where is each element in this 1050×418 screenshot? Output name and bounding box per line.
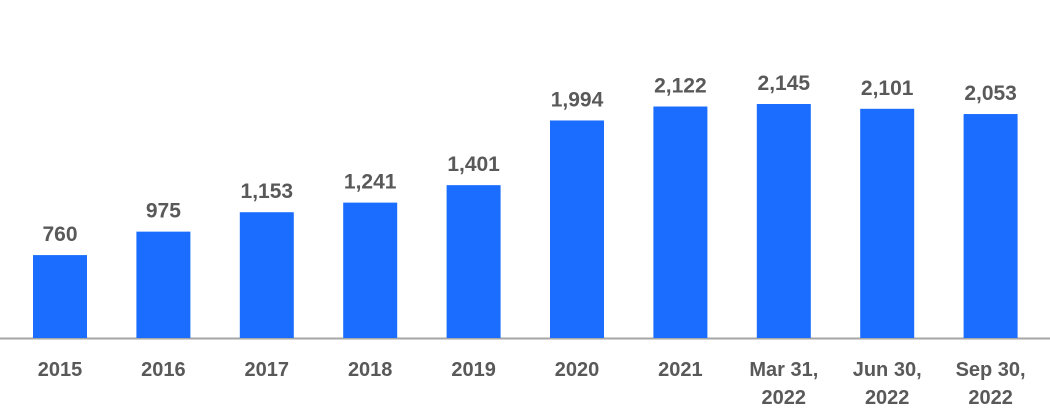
- bar: [239, 212, 294, 338]
- bar: [550, 120, 604, 339]
- x-tick-label: 2019: [451, 359, 496, 381]
- bar: [136, 231, 191, 338]
- bar: [963, 114, 1018, 338]
- data-label: 2,122: [654, 75, 707, 98]
- bar: [860, 108, 915, 338]
- data-label: 1,994: [551, 88, 604, 111]
- data-label: 975: [146, 200, 181, 223]
- x-tick-label: 2018: [347, 359, 393, 381]
- data-label: 2,053: [964, 82, 1017, 105]
- x-tick-label: 2017: [244, 359, 290, 381]
- x-tick-label: 2016: [141, 359, 186, 381]
- data-label: 1,241: [344, 171, 397, 194]
- x-tick-label: 2021: [658, 359, 703, 381]
- data-label: 1,401: [447, 153, 500, 176]
- data-label: 1,153: [241, 180, 294, 203]
- bar: [653, 106, 708, 338]
- x-tick-label: Mar 31, 2022: [749, 359, 819, 409]
- bar: [33, 255, 87, 338]
- x-tick-label: Sep 30, 2022: [955, 359, 1026, 409]
- data-label: 2,101: [861, 77, 914, 100]
- bar: [756, 104, 811, 338]
- x-tick-label: 2020: [554, 359, 600, 381]
- bar: [343, 202, 398, 338]
- x-tick-label: Jun 30, 2022: [852, 359, 922, 409]
- bar: [446, 185, 501, 338]
- data-label: 2,145: [758, 72, 811, 95]
- data-label: 760: [42, 223, 77, 246]
- x-tick-label: 2015: [37, 359, 83, 381]
